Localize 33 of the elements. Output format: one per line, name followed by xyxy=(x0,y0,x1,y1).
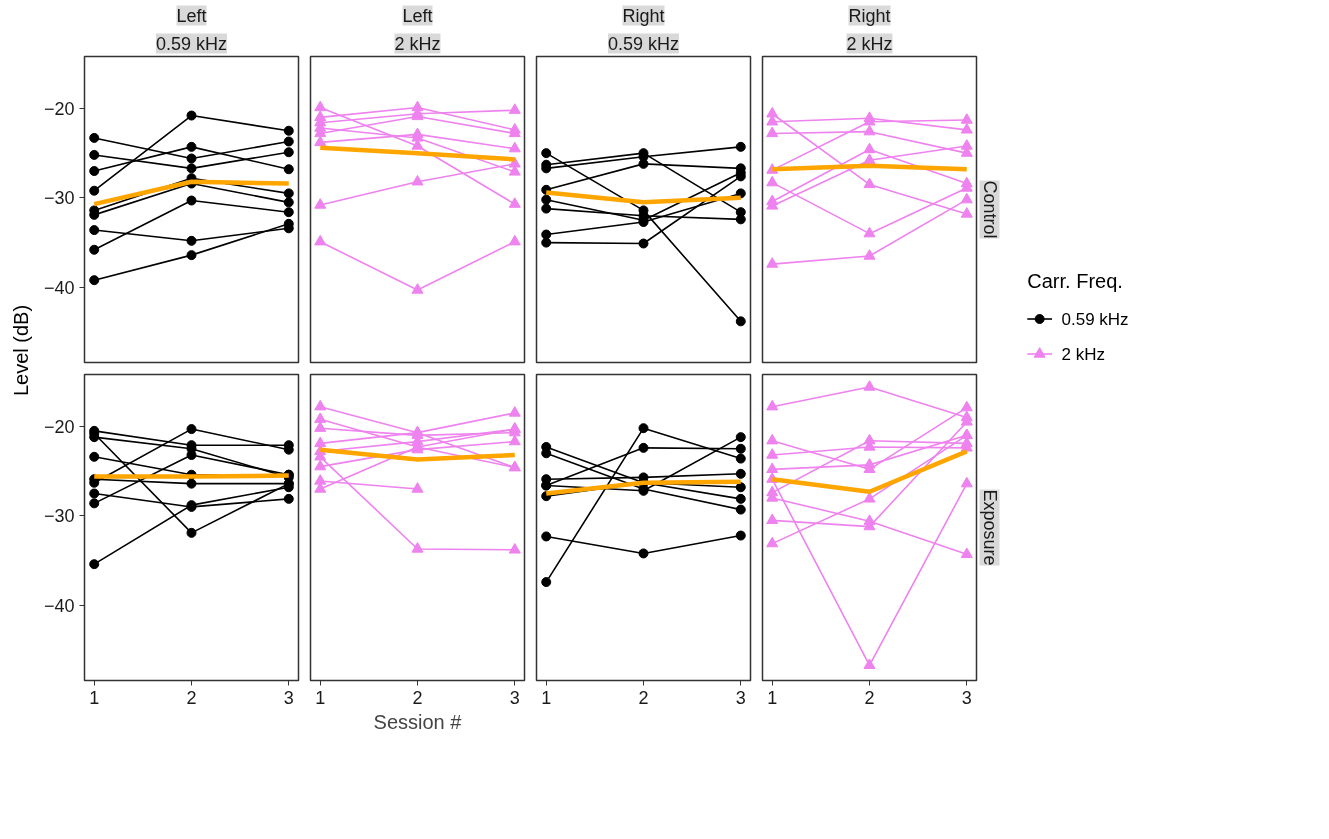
legend-label: 0.59 kHz xyxy=(1061,309,1129,329)
y-tick-label: −20 xyxy=(43,416,75,437)
text: Exposure xyxy=(979,489,1000,566)
y-tick-label: −40 xyxy=(43,595,75,616)
y-tick-label: −30 xyxy=(43,188,75,209)
x-tick-label: 1 xyxy=(89,687,100,708)
x-tick-label: 3 xyxy=(961,687,972,708)
x-tick-label: 3 xyxy=(735,687,746,708)
x-tick-label: 2 xyxy=(186,687,197,708)
legend-title: Carr. Freq. xyxy=(1027,269,1123,292)
x-tick-label: 1 xyxy=(541,687,552,708)
text: Control xyxy=(979,180,1000,239)
x-axis-title: Session # xyxy=(373,710,463,733)
x-tick-label: 2 xyxy=(864,687,875,708)
chart-title: Left xyxy=(402,5,433,26)
x-tick-label: 2 xyxy=(638,687,649,708)
chart-subtitle: 0.59 kHz xyxy=(607,33,680,54)
chart-subtitle: 2 kHz xyxy=(846,33,893,54)
chart-title: Left xyxy=(176,5,207,26)
y-axis-title: Level (dB) xyxy=(9,304,32,397)
chart-subtitle: 0.59 kHz xyxy=(155,33,228,54)
y-tick-label: −20 xyxy=(43,98,75,119)
legend-label: 2 kHz xyxy=(1061,344,1105,364)
x-tick-label: 1 xyxy=(315,687,326,708)
x-tick-label: 3 xyxy=(509,687,520,708)
x-tick-label: 2 xyxy=(412,687,423,708)
chart-title: Right xyxy=(848,5,891,26)
x-tick-label: 3 xyxy=(283,687,294,708)
y-tick-label: −40 xyxy=(43,277,75,298)
chart-subtitle: 2 kHz xyxy=(394,33,441,54)
y-tick-label: −30 xyxy=(43,506,75,527)
x-tick-label: 1 xyxy=(767,687,778,708)
chart-title: Right xyxy=(622,5,665,26)
